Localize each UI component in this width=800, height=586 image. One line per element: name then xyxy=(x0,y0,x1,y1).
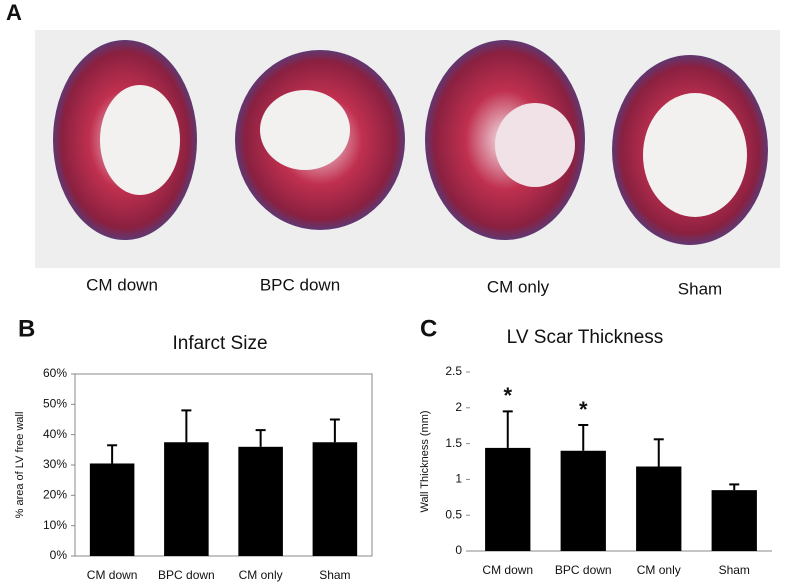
y-tick-label: 2.5 xyxy=(445,364,462,378)
heart-lumen xyxy=(495,103,575,187)
y-axis-label: Wall Thickness (mm) xyxy=(419,410,431,512)
x-tick-label: BPC down xyxy=(158,568,215,582)
y-tick-label: 30% xyxy=(43,457,67,471)
bar xyxy=(238,446,283,556)
y-tick-label: 0.5 xyxy=(445,507,462,521)
y-tick-label: 1.5 xyxy=(445,436,462,450)
bar xyxy=(711,490,757,551)
bar xyxy=(636,466,682,551)
y-tick-label: 50% xyxy=(43,397,67,411)
heart-sections xyxy=(53,40,768,245)
bar xyxy=(560,450,606,551)
y-tick-label: 10% xyxy=(43,518,67,532)
chart-title: LV Scar Thickness xyxy=(507,327,664,348)
photo-caption: BPC down xyxy=(260,275,340,294)
significance-mark: * xyxy=(503,383,512,408)
y-tick-label: 2 xyxy=(455,400,462,414)
x-tick-label: CM only xyxy=(239,568,283,582)
photo-caption: CM down xyxy=(86,275,158,294)
x-tick-label: Sham xyxy=(719,563,750,577)
bar xyxy=(312,442,358,556)
y-tick-label: 40% xyxy=(43,427,67,441)
bar xyxy=(485,447,531,551)
bar xyxy=(89,463,135,556)
significance-mark: * xyxy=(579,397,588,422)
panel-label: C xyxy=(420,315,437,342)
y-tick-label: 0% xyxy=(50,548,68,562)
chart-title: Infarct Size xyxy=(172,333,267,354)
y-tick-label: 60% xyxy=(43,366,67,380)
bar xyxy=(164,442,209,556)
panel-label: B xyxy=(18,315,35,342)
heart-lumen xyxy=(100,85,180,195)
y-tick-label: 20% xyxy=(43,488,67,502)
photo-caption: Sham xyxy=(678,279,722,298)
y-tick-label: 1 xyxy=(455,472,462,486)
x-tick-label: CM only xyxy=(637,563,681,577)
x-tick-label: CM down xyxy=(482,563,533,577)
x-tick-label: Sham xyxy=(319,568,350,582)
photo-caption: CM only xyxy=(487,277,550,296)
heart-lumen xyxy=(643,93,747,217)
heart-lumen xyxy=(260,90,350,170)
x-tick-label: CM down xyxy=(87,568,138,582)
x-tick-label: BPC down xyxy=(555,563,612,577)
y-axis-label: % area of LV free wall xyxy=(14,412,26,519)
panel-label: A xyxy=(6,0,22,25)
y-tick-label: 0 xyxy=(455,543,462,557)
